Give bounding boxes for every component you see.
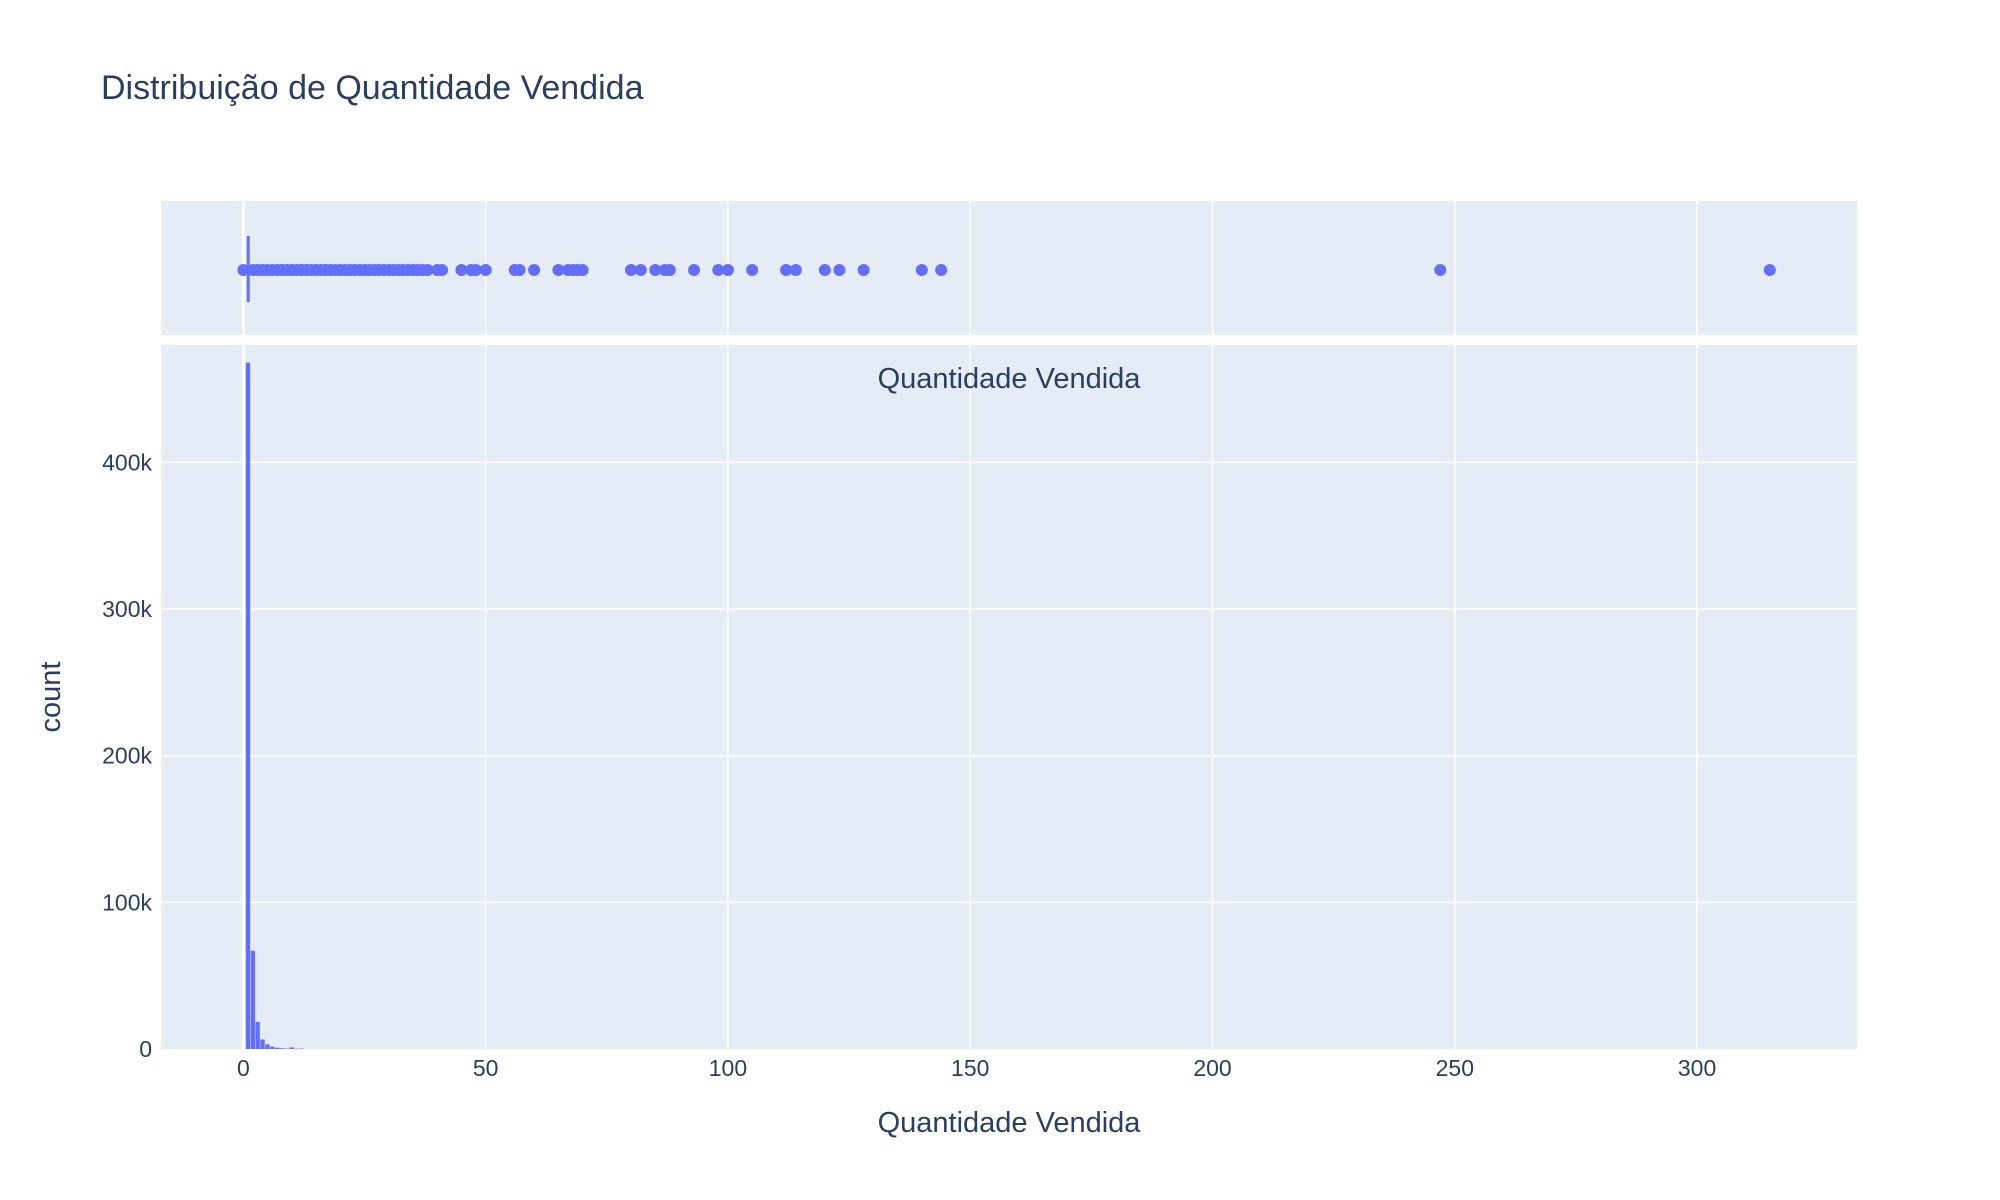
outlier-point — [712, 264, 725, 276]
x-tick-label: 200 — [1193, 1055, 1231, 1081]
outlier-point — [237, 264, 250, 276]
outlier-point — [663, 264, 676, 276]
outlier-point — [421, 264, 434, 276]
x-tick-label: 250 — [1436, 1055, 1474, 1081]
outlier-point — [455, 264, 468, 276]
outlier-point — [833, 264, 846, 276]
outlier-point — [915, 264, 928, 276]
histogram-bar — [289, 1047, 294, 1049]
histogram-bar — [270, 1046, 275, 1049]
outlier-point — [818, 264, 831, 276]
y-tick-label: 200k — [102, 743, 152, 769]
outlier-point — [780, 264, 793, 276]
histogram-bar — [279, 1048, 285, 1049]
histogram-panel — [161, 345, 1857, 1049]
chart-title: Distribuição de Quantidade Vendida — [101, 69, 644, 107]
histogram-bar — [260, 1039, 265, 1049]
outlier-point — [479, 264, 492, 276]
histogram-bar — [274, 1047, 280, 1049]
outlier-point — [789, 264, 802, 276]
y-tick-label: 400k — [102, 449, 152, 475]
y-axis-title: count — [35, 662, 67, 733]
outlier-point — [552, 264, 565, 276]
x-tick-label: 50 — [473, 1055, 499, 1081]
outlier-point — [576, 264, 589, 276]
outlier-point — [528, 264, 541, 276]
outlier-point — [1434, 264, 1447, 276]
outlier-point — [1763, 264, 1776, 276]
y-tick-label: 0 — [139, 1036, 152, 1062]
histogram-bar — [299, 1048, 304, 1049]
x-tick-label: 0 — [237, 1055, 250, 1081]
marginal-box-plot — [237, 236, 1776, 302]
x-axis-ticks: 0 50 100 150 200 250 300 — [237, 1055, 1716, 1081]
outlier-point — [721, 264, 734, 276]
histogram-gridlines — [161, 345, 1857, 1049]
outlier-point — [857, 264, 870, 276]
outlier-point — [746, 264, 759, 276]
x-tick-label: 100 — [709, 1055, 747, 1081]
outlier-point — [935, 264, 948, 276]
outlier-point — [625, 264, 638, 276]
outlier-point — [649, 264, 662, 276]
outlier-point — [688, 264, 701, 276]
outlier-point — [634, 264, 647, 276]
y-tick-label: 300k — [102, 596, 152, 622]
histogram-bar — [245, 362, 251, 1050]
outlier-point — [513, 264, 526, 276]
histogram-bar — [250, 950, 255, 1049]
x-tick-label: 300 — [1678, 1055, 1716, 1081]
x-axis-title: Quantidade Vendida — [878, 1107, 1142, 1139]
outlier-point — [436, 264, 449, 276]
histogram-bar — [294, 1048, 299, 1050]
subplot-annotation: Quantidade Vendida — [878, 363, 1142, 395]
histogram-bar — [255, 1021, 260, 1049]
histogram-bar — [265, 1044, 270, 1049]
histogram-bar — [284, 1048, 289, 1050]
y-axis-ticks: 0 100k 200k 300k 400k — [102, 449, 152, 1062]
y-tick-label: 100k — [102, 889, 152, 915]
outlier-point — [469, 264, 482, 276]
x-tick-label: 150 — [951, 1055, 989, 1081]
histogram-bars — [245, 362, 304, 1050]
